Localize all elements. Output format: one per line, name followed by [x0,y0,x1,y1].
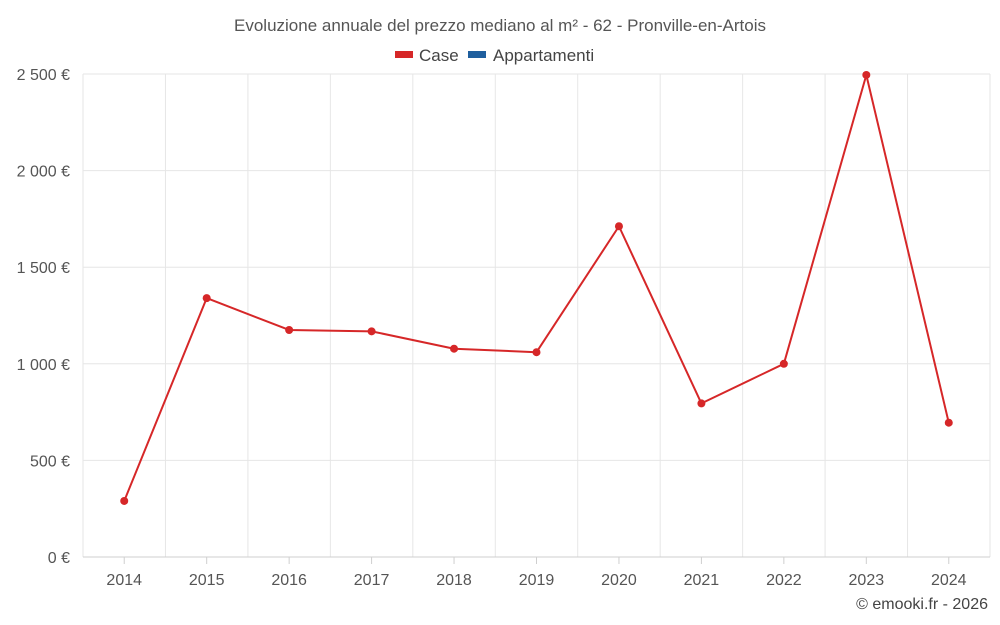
data-point[interactable] [120,496,129,505]
legend-label-case: Case [419,46,459,65]
data-point[interactable] [697,399,706,408]
x-tick-label: 2015 [189,572,225,589]
legend-swatch-case [395,51,413,58]
chart-title: Evoluzione annuale del prezzo mediano al… [234,16,766,35]
data-point[interactable] [285,325,294,334]
grid [82,73,991,558]
x-tick-label: 2018 [436,572,472,589]
data-point[interactable] [202,294,211,303]
data-point[interactable] [450,344,459,353]
credit-text: © emooki.fr - 2026 [856,596,988,613]
x-tick-label: 2020 [601,572,637,589]
data-point[interactable] [779,359,788,368]
data-point[interactable] [367,327,376,336]
legend-item-appartamenti[interactable]: Appartamenti [468,46,594,65]
data-point[interactable] [614,222,623,231]
legend-label-appartamenti: Appartamenti [493,46,594,65]
x-tick-label: 2024 [931,572,967,589]
y-tick-label: 500 € [30,453,70,470]
x-axis: 2014 2015 2016 2017 2018 2019 2020 2021 2022 2023… [83,556,990,589]
legend-item-case[interactable]: Case [395,46,459,65]
data-point[interactable] [862,70,871,79]
x-tick-label: 2017 [354,572,390,589]
legend-swatch-appartamenti [468,51,486,58]
y-tick-label: 1 000 € [17,357,70,374]
x-tick-label: 2023 [849,572,885,589]
legend: Case Appartamenti [395,46,594,65]
x-tick-label: 2021 [684,572,720,589]
data-point[interactable] [944,418,953,427]
y-tick-label: 2 500 € [17,67,70,84]
y-tick-label: 1 500 € [17,260,70,277]
y-tick-label: 2 000 € [17,164,70,181]
x-tick-label: 2019 [519,572,555,589]
x-tick-label: 2016 [271,572,307,589]
y-tick-label: 0 € [48,550,70,567]
series-case [120,70,953,505]
data-point[interactable] [532,348,541,357]
x-tick-label: 2014 [106,572,142,589]
y-axis: 0 € 500 € 1 000 € 1 500 € 2 000 € 2 500 € [17,67,70,567]
x-tick-label: 2022 [766,572,802,589]
